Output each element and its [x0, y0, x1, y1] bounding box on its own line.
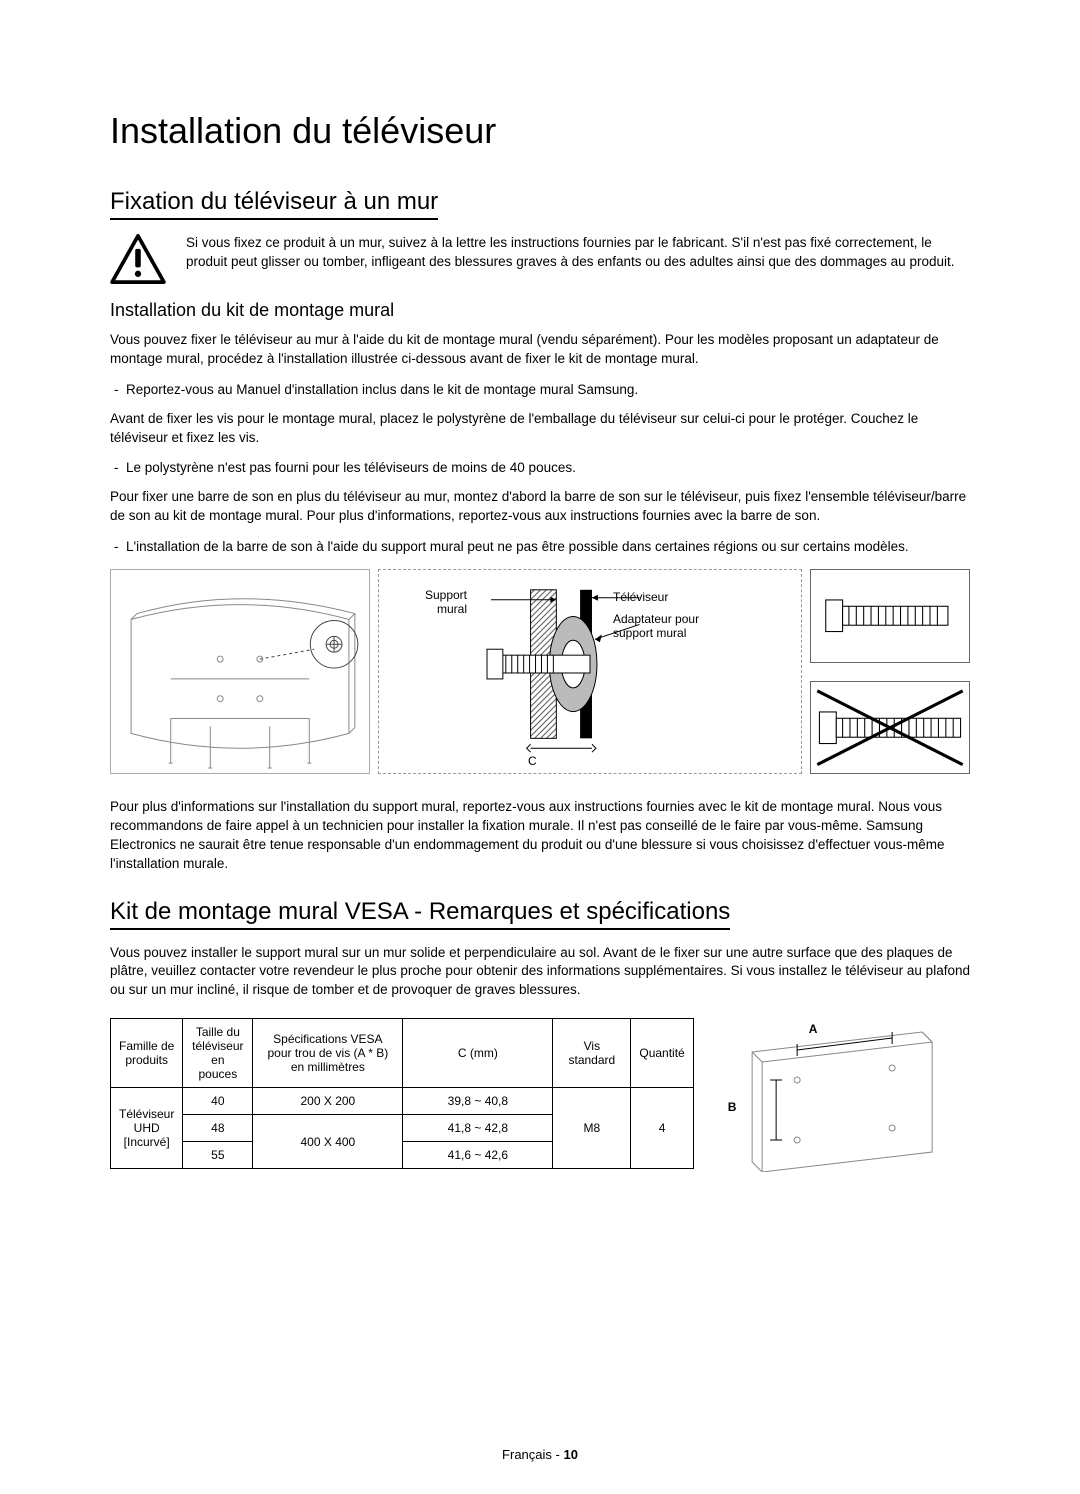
bullet-dash: - [110, 459, 126, 478]
bullet-text: Reportez-vous au Manuel d'installation i… [126, 381, 970, 400]
table-header: C (mm) [403, 1019, 553, 1088]
paragraph: Pour fixer une barre de son en plus du t… [110, 488, 970, 526]
label-b: B [728, 1100, 737, 1114]
table-cell: Téléviseur UHD [Incurvé] [111, 1088, 183, 1169]
warning-text: Si vous fixez ce produit à un mur, suive… [186, 234, 970, 284]
figure-screw-column [810, 569, 970, 774]
table-and-figure-row: Famille de produits Taille du téléviseur… [110, 1018, 970, 1172]
label-support-mural: Support mural [415, 588, 467, 616]
paragraph: Vous pouvez fixer le téléviseur au mur à… [110, 331, 970, 369]
footer-separator: - [552, 1447, 564, 1462]
vesa-table: Famille de produits Taille du téléviseur… [110, 1018, 694, 1169]
table-header: Taille du téléviseur en pouces [183, 1019, 253, 1088]
table-cell: 200 X 200 [253, 1088, 403, 1115]
footer-page-number: 10 [563, 1447, 577, 1462]
bullet-item: - Le polystyrène n'est pas fourni pour l… [110, 459, 970, 478]
table-header: Vis standard [553, 1019, 631, 1088]
table-header: Quantité [631, 1019, 693, 1088]
page-title: Installation du téléviseur [110, 110, 970, 152]
figure-ab-dimensions: A B [714, 1022, 970, 1172]
table-cell: M8 [553, 1088, 631, 1169]
manual-page: Installation du téléviseur Fixation du t… [0, 0, 1080, 1494]
figure-screw-no [810, 681, 970, 775]
bullet-item: - Reportez-vous au Manuel d'installation… [110, 381, 970, 400]
table-cell: 41,6 ~ 42,6 [403, 1142, 553, 1169]
label-adaptateur: Adaptateur pour support mural [613, 612, 703, 640]
footer-language: Français [502, 1447, 552, 1462]
bullet-item: - L'installation de la barre de son à l'… [110, 538, 970, 557]
table-cell: 41,8 ~ 42,8 [403, 1115, 553, 1142]
warning-triangle-icon [110, 234, 166, 284]
table-row: Famille de produits Taille du téléviseur… [111, 1019, 694, 1088]
warning-block: Si vous fixez ce produit à un mur, suive… [110, 234, 970, 284]
table-row: Téléviseur UHD [Incurvé] 40 200 X 200 39… [111, 1088, 694, 1115]
paragraph: Vous pouvez installer le support mural s… [110, 944, 970, 1001]
table-cell: 40 [183, 1088, 253, 1115]
bullet-text: L'installation de la barre de son à l'ai… [126, 538, 970, 557]
page-footer: Français - 10 [0, 1447, 1080, 1462]
table-header: Famille de produits [111, 1019, 183, 1088]
paragraph: Avant de fixer les vis pour le montage m… [110, 410, 970, 448]
figure-tv-mount [110, 569, 370, 774]
table-header: Spécifications VESA pour trou de vis (A … [253, 1019, 403, 1088]
section-heading-fixation: Fixation du téléviseur à un mur [110, 188, 438, 220]
section-heading-vesa: Kit de montage mural VESA - Remarques et… [110, 898, 730, 930]
bullet-dash: - [110, 538, 126, 557]
bullet-dash: - [110, 381, 126, 400]
figure-row: Support mural Téléviseur Adaptateur pour… [110, 569, 970, 774]
figure-screw-ok [810, 569, 970, 663]
bullet-text: Le polystyrène n'est pas fourni pour les… [126, 459, 970, 478]
table-cell: 55 [183, 1142, 253, 1169]
table-cell: 4 [631, 1088, 693, 1169]
table-cell: 48 [183, 1115, 253, 1142]
table-cell: 400 X 400 [253, 1115, 403, 1169]
label-c: C [528, 754, 537, 768]
label-a: A [809, 1022, 818, 1036]
table-cell: 39,8 ~ 40,8 [403, 1088, 553, 1115]
figure-cross-section: Support mural Téléviseur Adaptateur pour… [378, 569, 802, 774]
label-televiseur: Téléviseur [613, 590, 668, 604]
paragraph: Pour plus d'informations sur l'installat… [110, 798, 970, 874]
subheading-kit: Installation du kit de montage mural [110, 300, 970, 321]
